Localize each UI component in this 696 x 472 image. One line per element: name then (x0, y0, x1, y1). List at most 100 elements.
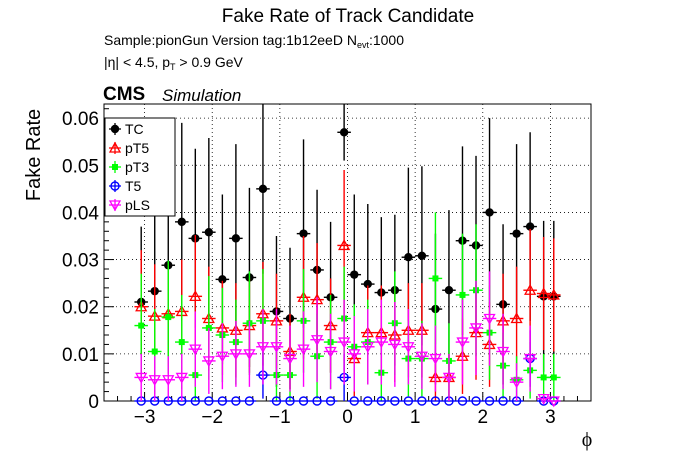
data-point (363, 279, 372, 289)
data-point (442, 372, 456, 384)
legend-label: T5 (125, 178, 142, 194)
data-point (177, 217, 186, 227)
data-point (471, 396, 481, 406)
y-tick-label: 0 (88, 392, 99, 413)
data-point (151, 348, 158, 355)
data-point (457, 396, 468, 406)
legend-marker (108, 141, 122, 153)
y-axis-label: Fake Rate (23, 109, 45, 201)
data-point (404, 253, 413, 262)
data-point (348, 349, 361, 361)
y-tick-label: 0.06 (62, 109, 99, 130)
data-point (444, 286, 454, 295)
data-point (204, 396, 214, 406)
data-point (432, 275, 439, 282)
data-point (388, 339, 401, 351)
data-point (258, 184, 268, 194)
data-point (189, 344, 202, 356)
data-point (390, 396, 400, 406)
legend-marker (108, 200, 122, 212)
x-tick-label: −2 (201, 407, 223, 428)
data-point (165, 314, 172, 321)
data-point (243, 349, 256, 361)
data-point (138, 322, 145, 329)
x-axis-label: ϕ (582, 429, 593, 451)
data-point (325, 396, 336, 406)
data-point (430, 396, 441, 406)
data-point (338, 239, 351, 251)
cut-info: |η| < 4.5, pT > 0.9 GeV (104, 54, 243, 72)
data-point (361, 342, 374, 354)
legend-label: pT3 (125, 159, 149, 175)
data-point (540, 374, 547, 381)
x-tick-label: 0 (342, 407, 353, 428)
legend-label: TC (125, 121, 144, 137)
data-point (324, 346, 337, 358)
data-point (229, 349, 243, 361)
x-tick-label: 3 (545, 407, 556, 428)
data-point (244, 396, 255, 406)
data-point (403, 396, 414, 406)
data-point (496, 346, 510, 358)
x-tick-label: 1 (410, 407, 421, 428)
data-point (510, 312, 523, 324)
data-point (547, 288, 560, 300)
x-tick-label: 2 (477, 407, 488, 428)
data-point (190, 396, 201, 406)
data-point (459, 291, 466, 298)
y-tick-label: 0.03 (62, 251, 99, 272)
y-tick-label: 0.04 (62, 203, 99, 224)
cut-info-text: |η| < 4.5, p (104, 54, 171, 70)
data-point (402, 342, 415, 354)
data-point (483, 313, 496, 325)
data-point (550, 374, 557, 381)
data-point (283, 353, 297, 365)
data-point (375, 337, 388, 349)
legend-marker (110, 124, 120, 134)
cms-label: CMS (103, 84, 146, 105)
data-point (178, 339, 185, 346)
data-point (175, 372, 188, 384)
data-point (135, 372, 148, 384)
cut-info-subscript: T (170, 62, 176, 72)
legend-label: pT5 (125, 140, 149, 156)
data-point (417, 396, 427, 406)
data-point (376, 396, 387, 406)
data-point (270, 342, 283, 354)
data-point (537, 287, 550, 299)
data-point (498, 396, 508, 406)
sample-info-subscript: evt (356, 40, 369, 50)
sample-info-suffix: :1000 (368, 32, 405, 48)
data-point (339, 128, 349, 137)
data-point (310, 335, 324, 347)
sample-info: Sample:pionGun Version tag:1b12eeD Nevt:… (104, 32, 404, 50)
data-point (162, 375, 175, 387)
data-point (312, 396, 322, 406)
data-point (349, 396, 359, 406)
data-point (298, 396, 309, 406)
legend-marker (112, 164, 118, 170)
chart-title: Fake Rate of Track Candidate (221, 6, 475, 27)
data-point (231, 396, 241, 406)
data-point (524, 283, 537, 295)
data-point (547, 396, 560, 408)
data-point (216, 351, 229, 363)
simulation-label: Simulation (162, 86, 242, 105)
data-point (299, 229, 308, 238)
data-point (231, 234, 241, 243)
data-point (297, 344, 310, 356)
x-tick-label: −1 (269, 407, 291, 428)
data-point (256, 342, 270, 354)
data-point (469, 323, 483, 335)
sample-info-text: Sample:pionGun Version tag:1b12eeD N (104, 32, 357, 48)
series-pls (134, 271, 561, 408)
data-point (189, 290, 202, 301)
legend-label: pLS (125, 197, 150, 213)
data-point (148, 375, 161, 387)
data-point (285, 396, 295, 406)
data-point (271, 396, 282, 406)
data-point (218, 275, 227, 284)
data-point (204, 228, 214, 237)
data-point (524, 353, 537, 365)
y-tick-label: 0.02 (62, 298, 99, 319)
